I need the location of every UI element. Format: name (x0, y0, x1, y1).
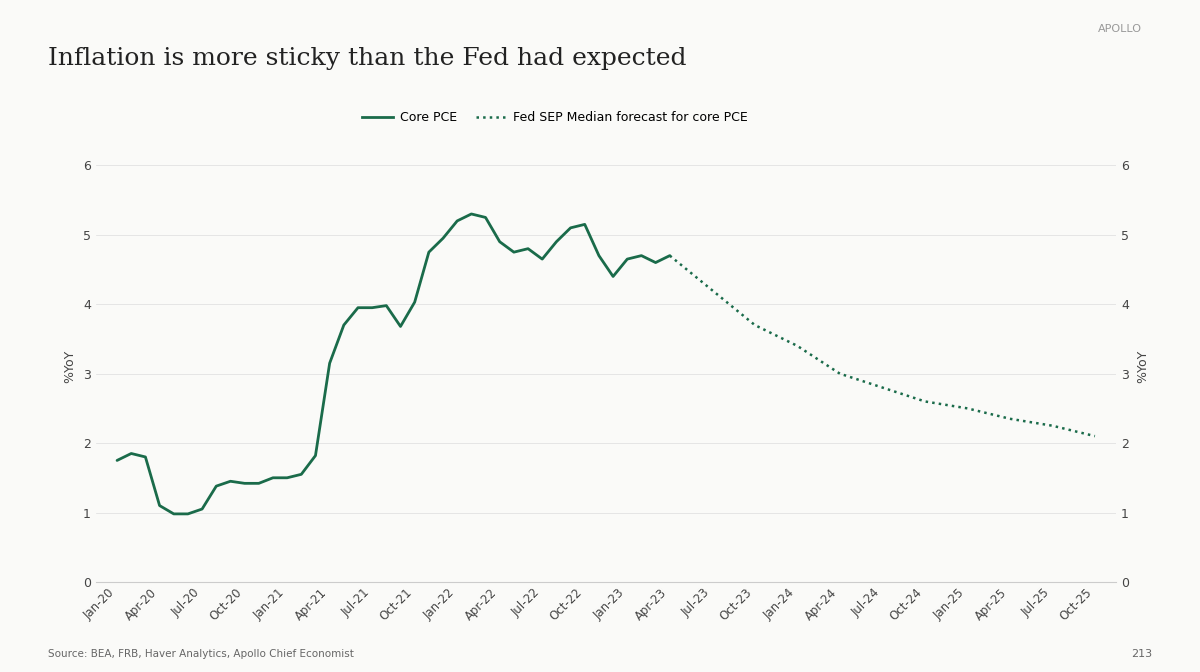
Text: Source: BEA, FRB, Haver Analytics, Apollo Chief Economist: Source: BEA, FRB, Haver Analytics, Apoll… (48, 648, 354, 659)
Text: 213: 213 (1130, 648, 1152, 659)
Y-axis label: %YoY: %YoY (1136, 350, 1150, 383)
Text: Inflation is more sticky than the Fed had expected: Inflation is more sticky than the Fed ha… (48, 47, 686, 70)
Text: APOLLO: APOLLO (1098, 24, 1142, 34)
Legend: Core PCE, Fed SEP Median forecast for core PCE: Core PCE, Fed SEP Median forecast for co… (358, 106, 752, 129)
Y-axis label: %YoY: %YoY (64, 350, 76, 383)
